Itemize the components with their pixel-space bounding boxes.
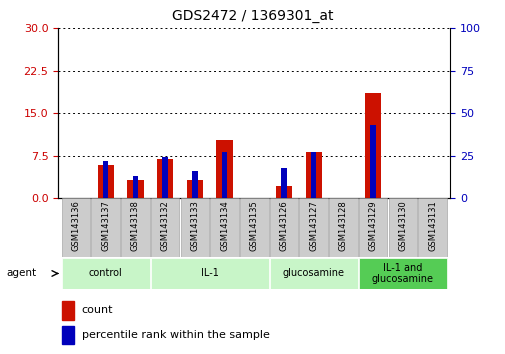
Text: GSM143128: GSM143128 [338,201,347,251]
FancyBboxPatch shape [62,258,149,289]
Bar [370,125,375,198]
Bar [364,93,380,198]
FancyBboxPatch shape [269,258,357,289]
Text: GSM143129: GSM143129 [368,201,377,251]
Bar [281,168,286,198]
Text: agent: agent [6,268,36,278]
FancyBboxPatch shape [150,198,179,257]
FancyBboxPatch shape [418,198,446,257]
FancyBboxPatch shape [388,198,416,257]
FancyBboxPatch shape [328,198,357,257]
FancyBboxPatch shape [269,198,297,257]
FancyBboxPatch shape [210,198,238,257]
FancyBboxPatch shape [358,258,446,289]
Bar [305,152,321,198]
Bar [311,152,316,198]
Bar [216,141,232,198]
Bar [97,165,114,198]
FancyBboxPatch shape [62,198,90,257]
Text: GSM143126: GSM143126 [279,201,288,251]
FancyBboxPatch shape [299,198,327,257]
FancyBboxPatch shape [91,198,120,257]
Text: percentile rank within the sample: percentile rank within the sample [82,330,269,340]
Text: GSM143134: GSM143134 [220,201,229,251]
Text: GSM143135: GSM143135 [249,201,258,251]
Text: glucosamine: glucosamine [282,268,344,279]
FancyBboxPatch shape [150,258,268,289]
Text: IL-1 and
glucosamine: IL-1 and glucosamine [371,263,433,284]
FancyBboxPatch shape [239,198,268,257]
Text: GSM143136: GSM143136 [71,201,80,251]
Text: count: count [82,305,113,315]
Text: GSM143130: GSM143130 [397,201,407,251]
Text: IL-1: IL-1 [200,268,218,279]
Bar [186,180,203,198]
Bar [275,186,291,198]
Text: GSM143131: GSM143131 [427,201,436,251]
Bar [132,176,138,198]
FancyBboxPatch shape [180,198,209,257]
Bar [62,301,74,320]
Bar [127,180,143,198]
Bar [192,171,197,198]
Bar [222,152,227,198]
Text: GSM143133: GSM143133 [190,201,199,251]
FancyBboxPatch shape [121,198,149,257]
Bar [103,161,108,198]
Text: control: control [89,268,122,279]
Text: GDS2472 / 1369301_at: GDS2472 / 1369301_at [172,9,333,23]
Text: GSM143137: GSM143137 [101,201,110,251]
Text: GSM143132: GSM143132 [160,201,169,251]
Text: GSM143138: GSM143138 [131,201,140,251]
Bar [157,159,173,198]
Text: GSM143127: GSM143127 [309,201,318,251]
Bar [162,158,168,198]
FancyBboxPatch shape [358,198,387,257]
Bar [62,326,74,344]
